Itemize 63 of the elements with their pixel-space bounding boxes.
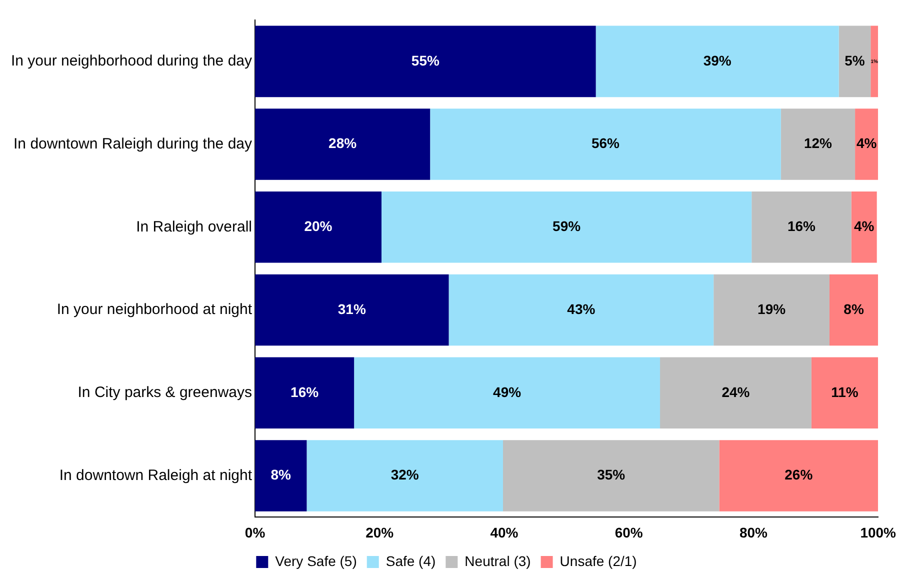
data-label: 59% (552, 218, 582, 234)
data-label: 4% (854, 218, 875, 234)
data-label: 8% (270, 466, 292, 483)
bar (714, 274, 830, 346)
y-tick-label: In downtown Raleigh during the day (14, 135, 252, 152)
x-tick-label: 60% (614, 524, 644, 540)
data-label: 28% (328, 135, 358, 152)
bar (255, 108, 430, 180)
bar (596, 26, 839, 98)
legend-label: Very Safe (5) (275, 552, 357, 569)
bar (255, 357, 354, 429)
data-label: 4% (856, 135, 878, 152)
bar (255, 26, 596, 98)
bar (255, 274, 449, 346)
x-tick-label: 0% (244, 524, 266, 540)
y-tick-label: In your neighborhood during the day (10, 52, 253, 70)
data-label: 8% (844, 300, 864, 317)
legend-label: Safe (4) (386, 552, 436, 569)
y-tick-label: In City parks & greenways (78, 384, 252, 402)
bar (811, 357, 878, 429)
legend-label: Neutral (3) (464, 552, 531, 569)
data-label: 20% (304, 218, 333, 234)
bar (354, 357, 660, 429)
bar (780, 108, 856, 180)
y-tick-label: In downtown Raleigh at night (59, 466, 253, 484)
data-label: 5% (844, 52, 866, 68)
x-tick-label: 100% (860, 524, 897, 540)
bar (855, 108, 878, 180)
data-label: 32% (390, 466, 420, 483)
bar (829, 274, 878, 346)
bar (381, 192, 752, 263)
bar (719, 440, 878, 512)
data-label: 19% (758, 300, 786, 317)
data-label: 16% (787, 218, 816, 234)
data-label: 35% (597, 466, 626, 483)
y-tick-label: In your neighborhood at night (56, 301, 253, 318)
data-label: 11% (831, 384, 859, 400)
data-label: 16% (290, 384, 320, 400)
bar (255, 440, 307, 512)
data-label: 12% (804, 135, 833, 152)
data-label: 43% (567, 300, 596, 317)
bar (838, 26, 871, 98)
data-label: 31% (338, 300, 366, 317)
bar (870, 26, 878, 98)
data-label: 26% (784, 466, 814, 483)
bar (430, 108, 781, 180)
data-label: 39% (703, 52, 732, 68)
bar (448, 274, 714, 346)
legend-label: Unsafe (2/1) (560, 552, 637, 569)
data-label: 55% (411, 52, 440, 68)
bar (752, 192, 852, 263)
data-label: 56% (591, 135, 620, 152)
bar (660, 357, 812, 429)
bar (255, 192, 382, 263)
x-tick-label: 20% (366, 524, 394, 540)
bar (503, 440, 720, 512)
bar (306, 440, 503, 512)
x-tick-label: 40% (490, 524, 519, 540)
data-label: 49% (493, 384, 522, 400)
bar (851, 192, 877, 263)
data-label: 24% (722, 384, 750, 400)
y-tick-label: In Raleigh overall (136, 218, 252, 236)
x-tick-label: 80% (739, 524, 768, 540)
